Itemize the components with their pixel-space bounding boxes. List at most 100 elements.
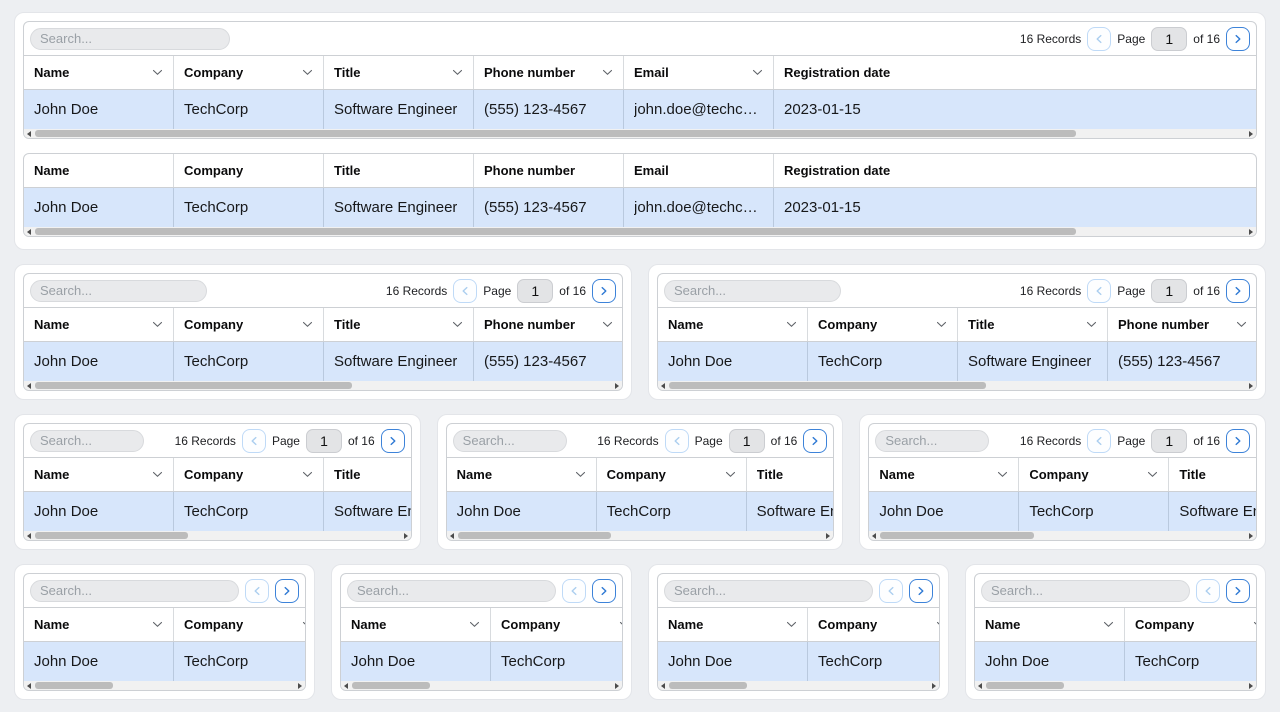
horizontal-scrollbar[interactable] [446, 531, 834, 540]
column-header-company[interactable]: Company [174, 308, 324, 341]
page-number-input[interactable] [1151, 428, 1188, 453]
column-header-email[interactable]: Email [624, 56, 774, 89]
horizontal-scrollbar[interactable] [869, 531, 1257, 540]
scroll-right-arrow-icon[interactable] [822, 531, 833, 540]
column-header-title[interactable]: Title [324, 458, 411, 491]
scroll-left-arrow-icon[interactable] [24, 681, 35, 690]
column-header-company[interactable]: Company [174, 608, 305, 641]
search-input[interactable] [452, 429, 567, 452]
scrollbar-thumb[interactable] [35, 382, 352, 389]
table-row[interactable]: John Doe TechCorp Software Engineer (555… [24, 342, 622, 381]
search-input[interactable] [875, 429, 990, 452]
scroll-left-arrow-icon[interactable] [975, 681, 986, 690]
scroll-right-arrow-icon[interactable] [294, 681, 305, 690]
horizontal-scrollbar[interactable] [24, 681, 305, 690]
column-header-company[interactable]: Company [808, 308, 958, 341]
scrollbar-track[interactable] [35, 381, 611, 390]
scrollbar-thumb[interactable] [986, 682, 1064, 689]
column-header-name[interactable]: Name [341, 608, 491, 641]
page-number-input[interactable] [1151, 26, 1188, 51]
search-input[interactable] [347, 579, 556, 602]
table-row[interactable]: John Doe TechCorp [658, 642, 939, 681]
scroll-right-arrow-icon[interactable] [1245, 531, 1256, 540]
table-row[interactable]: John Doe TechCorp Software Engineer (555… [446, 492, 834, 531]
horizontal-scrollbar[interactable] [24, 227, 1256, 236]
column-header-name[interactable]: Name [24, 308, 174, 341]
scrollbar-track[interactable] [669, 681, 928, 690]
scrollbar-thumb[interactable] [457, 532, 611, 539]
scrollbar-track[interactable] [880, 531, 1245, 540]
column-header-company[interactable]: Company [1125, 608, 1256, 641]
search-input[interactable] [30, 429, 144, 452]
column-header-phone[interactable]: Phone number [474, 56, 624, 89]
column-header-name[interactable]: Name [447, 458, 597, 491]
scrollbar-track[interactable] [35, 227, 1245, 236]
scrollbar-track[interactable] [986, 681, 1245, 690]
scroll-left-arrow-icon[interactable] [869, 531, 880, 540]
column-header-title[interactable]: Title [324, 308, 474, 341]
prev-page-button[interactable] [1087, 26, 1112, 51]
scrollbar-track[interactable] [35, 531, 400, 540]
table-row[interactable]: John Doe TechCorp Software Engineer (555… [24, 492, 411, 531]
scroll-right-arrow-icon[interactable] [1245, 381, 1256, 390]
scrollbar-thumb[interactable] [669, 382, 986, 389]
scroll-left-arrow-icon[interactable] [24, 531, 35, 540]
scroll-right-arrow-icon[interactable] [1245, 227, 1256, 236]
column-header-name[interactable]: Name [658, 308, 808, 341]
prev-page-button[interactable] [664, 428, 689, 453]
next-page-button[interactable] [1226, 578, 1250, 603]
scroll-left-arrow-icon[interactable] [24, 129, 35, 138]
page-number-input[interactable] [517, 278, 554, 303]
horizontal-scrollbar[interactable] [24, 129, 1256, 138]
column-header-name[interactable]: Name [24, 458, 174, 491]
scrollbar-thumb[interactable] [669, 682, 747, 689]
horizontal-scrollbar[interactable] [975, 681, 1256, 690]
prev-page-button[interactable] [1196, 578, 1220, 603]
column-header-phone[interactable]: Phone number [1108, 308, 1256, 341]
scrollbar-thumb[interactable] [35, 228, 1076, 235]
scrollbar-thumb[interactable] [35, 130, 1076, 137]
prev-page-button[interactable] [453, 278, 478, 303]
next-page-button[interactable] [275, 578, 299, 603]
column-header-title[interactable]: Title [324, 56, 474, 89]
prev-page-button[interactable] [245, 578, 269, 603]
column-header-name[interactable]: Name [658, 608, 808, 641]
page-number-input[interactable] [728, 428, 765, 453]
next-page-button[interactable] [1226, 428, 1251, 453]
column-header-title[interactable]: Title [1169, 458, 1256, 491]
scroll-left-arrow-icon[interactable] [24, 381, 35, 390]
scroll-right-arrow-icon[interactable] [928, 681, 939, 690]
table-row[interactable]: John Doe TechCorp Software Engineer (555… [24, 90, 1256, 129]
page-number-input[interactable] [305, 428, 342, 453]
scroll-right-arrow-icon[interactable] [1245, 681, 1256, 690]
scrollbar-thumb[interactable] [35, 532, 189, 539]
prev-page-button[interactable] [562, 578, 586, 603]
column-header-name[interactable]: Name [975, 608, 1125, 641]
column-header-company[interactable]: Company [808, 608, 939, 641]
scrollbar-track[interactable] [35, 681, 294, 690]
search-input[interactable] [981, 579, 1190, 602]
table-row[interactable]: John Doe TechCorp Software Engineer (555… [658, 342, 1256, 381]
scroll-left-arrow-icon[interactable] [658, 681, 669, 690]
column-header-phone[interactable]: Phone number [474, 308, 622, 341]
column-header-company[interactable]: Company [174, 458, 324, 491]
next-page-button[interactable] [592, 278, 616, 303]
table-row[interactable]: John Doe TechCorp Software Engineer (555… [24, 188, 1256, 227]
scrollbar-track[interactable] [457, 531, 823, 540]
scroll-left-arrow-icon[interactable] [24, 227, 35, 236]
next-page-button[interactable] [592, 578, 616, 603]
search-input[interactable] [30, 279, 207, 302]
scrollbar-track[interactable] [669, 381, 1245, 390]
horizontal-scrollbar[interactable] [658, 681, 939, 690]
scrollbar-track[interactable] [35, 129, 1245, 138]
scrollbar-thumb[interactable] [35, 682, 113, 689]
table-row[interactable]: John Doe TechCorp [24, 642, 305, 681]
scroll-left-arrow-icon[interactable] [658, 381, 669, 390]
scroll-right-arrow-icon[interactable] [611, 381, 622, 390]
next-page-button[interactable] [909, 578, 933, 603]
search-input[interactable] [664, 279, 841, 302]
prev-page-button[interactable] [1087, 278, 1112, 303]
scroll-left-arrow-icon[interactable] [447, 531, 458, 540]
scroll-right-arrow-icon[interactable] [400, 531, 411, 540]
table-row[interactable]: John Doe TechCorp [975, 642, 1256, 681]
